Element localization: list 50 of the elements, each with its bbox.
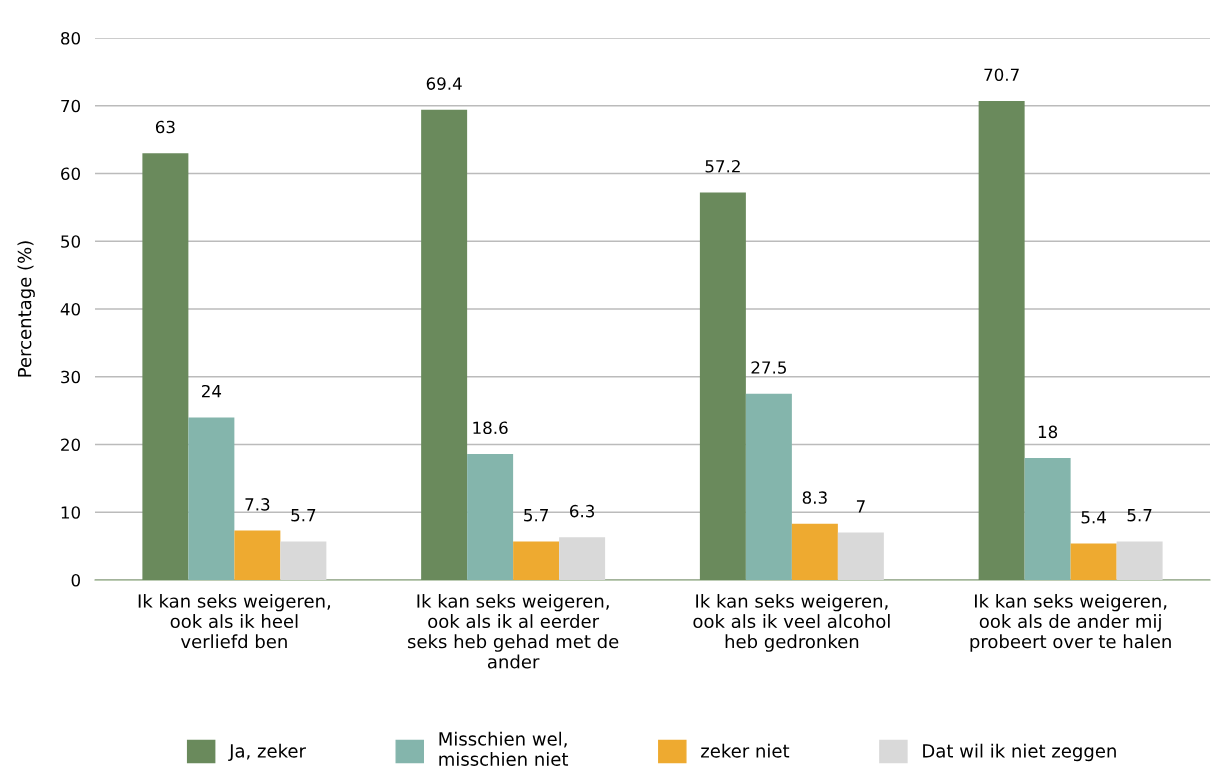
x-tick-label: Ik kan seks weigeren, ook als de ander mij probeert over te halen xyxy=(970,593,1171,652)
bar xyxy=(421,109,468,580)
bar xyxy=(791,523,838,580)
bar xyxy=(1024,458,1071,580)
legend-label: Misschien wel, misschien niet xyxy=(439,731,569,766)
bar xyxy=(467,453,514,580)
data-label: 5.7 xyxy=(524,509,548,522)
data-label: 69.4 xyxy=(426,77,462,90)
data-label: 18 xyxy=(1038,425,1058,439)
data-label: 70.7 xyxy=(984,68,1019,82)
x-tick-label: Ik kan seks weigeren, ook als ik veel alcohol heb gedronken xyxy=(693,593,890,652)
data-label: 7.3 xyxy=(245,498,270,511)
bar xyxy=(745,393,792,580)
y-tick-label: 60 xyxy=(61,167,80,181)
x-tick-label: Ik kan seks weigeren, ook als ik al eerder seks heb gehad met de ander xyxy=(407,593,619,669)
data-label: 7 xyxy=(856,500,865,513)
data-label: 8.3 xyxy=(802,491,827,504)
data-label: 5.7 xyxy=(291,509,316,522)
bar xyxy=(1116,541,1163,580)
x-tick-label: Ik kan seks weigeren, ook als ik heel verliefd ben xyxy=(138,593,331,649)
legend-label: Dat wil ik niet zeggen xyxy=(923,743,1116,762)
y-axis-title: Percentage (%) xyxy=(17,241,35,377)
legend-label: Ja, zeker xyxy=(228,743,306,762)
bar xyxy=(837,532,884,580)
data-label: 27.5 xyxy=(751,361,786,374)
y-tick-label: 40 xyxy=(60,302,80,316)
legend-label: zeker niet xyxy=(701,743,790,758)
bar xyxy=(142,153,189,580)
data-label: 5.7 xyxy=(1127,509,1152,522)
bar xyxy=(978,101,1025,580)
bar xyxy=(513,541,560,580)
bar xyxy=(188,417,235,580)
bar xyxy=(699,192,746,580)
bar xyxy=(280,541,327,580)
y-tick-label: 10 xyxy=(61,506,80,519)
data-label: 5.4 xyxy=(1081,511,1106,524)
y-tick-label: 30 xyxy=(61,370,80,384)
y-tick-label: 20 xyxy=(61,438,80,452)
y-tick-label: 70 xyxy=(61,99,80,113)
data-label: 18.6 xyxy=(473,421,508,435)
bar xyxy=(234,530,281,580)
data-label: 57.2 xyxy=(705,159,740,173)
bar xyxy=(559,537,606,580)
y-tick-label: 50 xyxy=(61,235,80,248)
y-tick-label: 0 xyxy=(71,573,80,587)
bar xyxy=(1070,543,1117,580)
data-label: 63 xyxy=(155,120,175,134)
data-label: 24 xyxy=(202,384,222,398)
y-tick-label: 80 xyxy=(61,31,80,45)
data-label: 6.3 xyxy=(570,504,595,518)
